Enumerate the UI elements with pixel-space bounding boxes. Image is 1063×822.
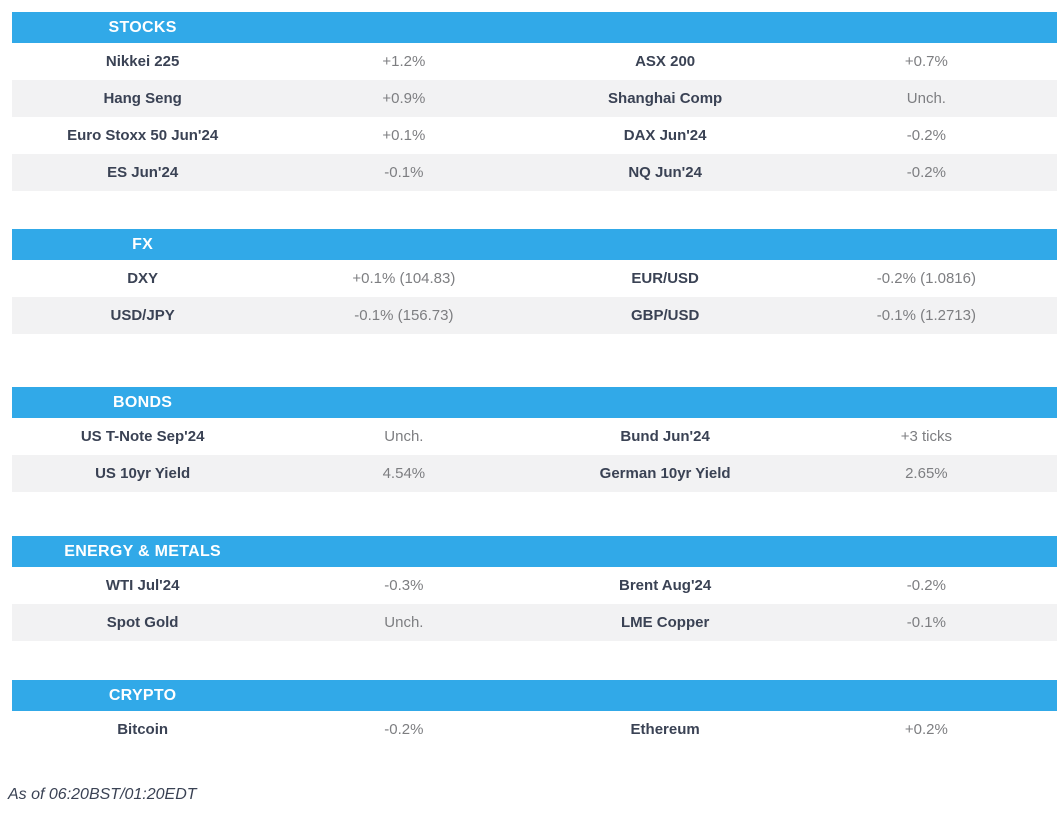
instrument-name: German 10yr Yield [599,465,731,482]
section-header-crypto: CRYPTO [12,680,1057,711]
instrument-change: 2.65% [905,465,948,482]
section-title: CRYPTO [108,687,177,704]
instrument-name: US T-Note Sep'24 [80,428,205,445]
section-header-fx: FX [12,229,1057,260]
instrument-name: Ethereum [630,721,700,738]
section-rows: US T-Note Sep'24 Unch. Bund Jun'24 +3 ti… [12,418,1057,492]
instrument-change: Unch. [384,614,424,631]
table-row: Spot Gold Unch. LME Copper -0.1% [12,604,1057,641]
instrument-change: 4.54% [382,465,426,482]
instrument-name: LME Copper [620,614,710,631]
instrument-name: Nikkei 225 [105,53,180,70]
instrument-name: Bitcoin [117,721,169,738]
instrument-change: Unch. [384,428,424,445]
table-row: US T-Note Sep'24 Unch. Bund Jun'24 +3 ti… [12,418,1057,455]
table-row: WTI Jul'24 -0.3% Brent Aug'24 -0.2% [12,567,1057,604]
section-rows: WTI Jul'24 -0.3% Brent Aug'24 -0.2% Spot… [12,567,1057,641]
section-bonds: BONDS US T-Note Sep'24 Unch. Bund Jun'24… [12,387,1057,492]
instrument-name: GBP/USD [630,307,700,324]
section-stocks: STOCKS Nikkei 225 +1.2% ASX 200 +0.7% Ha… [12,12,1057,191]
table-row: USD/JPY -0.1% (156.73) GBP/USD -0.1% (1.… [12,297,1057,334]
instrument-name: WTI Jul'24 [105,577,180,594]
section-rows: Nikkei 225 +1.2% ASX 200 +0.7% Hang Seng… [12,43,1057,191]
instrument-name: Euro Stoxx 50 Jun'24 [67,127,219,144]
table-row: Bitcoin -0.2% Ethereum +0.2% [12,711,1057,748]
instrument-name: US 10yr Yield [95,465,191,482]
instrument-name: Hang Seng [103,90,182,107]
instrument-change: -0.2% (1.0816) [876,270,976,287]
instrument-name: NQ Jun'24 [628,164,702,181]
section-header-stocks: STOCKS [12,12,1057,43]
instrument-change: -0.1% [906,614,946,631]
section-header-bonds: BONDS [12,387,1057,418]
section-title: BONDS [112,394,173,411]
instrument-change: -0.2% [906,164,946,181]
instrument-change: Unch. [906,90,946,107]
instrument-change: -0.1% [384,164,424,181]
instrument-change: -0.2% [906,127,946,144]
table-row: Euro Stoxx 50 Jun'24 +0.1% DAX Jun'24 -0… [12,117,1057,154]
table-row: ES Jun'24 -0.1% NQ Jun'24 -0.2% [12,154,1057,191]
as-of-timestamp: As of 06:20BST/01:20EDT [8,786,197,803]
instrument-name: ASX 200 [635,53,696,70]
section-title: FX [132,236,154,253]
instrument-name: DAX Jun'24 [623,127,707,144]
table-row: Hang Seng +0.9% Shanghai Comp Unch. [12,80,1057,117]
instrument-change: +1.2% [382,53,426,70]
section-header-energy-metals: ENERGY & METALS [12,536,1057,567]
instrument-change: -0.2% [906,577,946,594]
instrument-change: +0.1% [382,127,426,144]
instrument-change: +0.9% [382,90,426,107]
instrument-name: DXY [127,270,159,287]
instrument-name: ES Jun'24 [107,164,179,181]
market-summary-table: STOCKS Nikkei 225 +1.2% ASX 200 +0.7% Ha… [12,12,1057,748]
instrument-name: USD/JPY [110,307,175,324]
section-fx: FX DXY +0.1% (104.83) EUR/USD -0.2% (1.0… [12,229,1057,334]
table-row: Nikkei 225 +1.2% ASX 200 +0.7% [12,43,1057,80]
section-crypto: CRYPTO Bitcoin -0.2% Ethereum +0.2% [12,680,1057,748]
instrument-change: -0.1% (156.73) [354,307,454,324]
instrument-change: +0.1% (104.83) [352,270,456,287]
section-energy-metals: ENERGY & METALS WTI Jul'24 -0.3% Brent A… [12,536,1057,641]
instrument-change: -0.3% [384,577,424,594]
instrument-change: +0.7% [904,53,948,70]
instrument-change: +3 ticks [900,428,953,445]
instrument-change: +0.2% [904,721,948,738]
instrument-name: Bund Jun'24 [620,428,710,445]
table-row: DXY +0.1% (104.83) EUR/USD -0.2% (1.0816… [12,260,1057,297]
instrument-name: Spot Gold [106,614,179,631]
section-rows: DXY +0.1% (104.83) EUR/USD -0.2% (1.0816… [12,260,1057,334]
section-title: STOCKS [108,19,177,36]
instrument-name: EUR/USD [631,270,699,287]
instrument-change: -0.1% (1.2713) [876,307,976,324]
section-rows: Bitcoin -0.2% Ethereum +0.2% [12,711,1057,748]
instrument-name: Shanghai Comp [608,90,723,107]
instrument-change: -0.2% [384,721,424,738]
instrument-name: Brent Aug'24 [619,577,712,594]
section-title: ENERGY & METALS [64,543,222,560]
table-row: US 10yr Yield 4.54% German 10yr Yield 2.… [12,455,1057,492]
